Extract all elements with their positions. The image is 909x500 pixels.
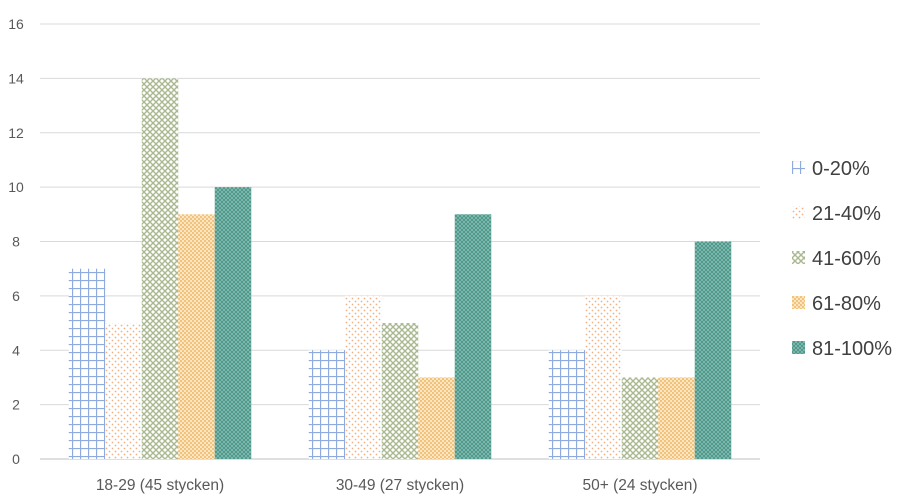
- y-tick-label: 14: [8, 70, 24, 86]
- legend-item: 81-100%: [792, 338, 892, 360]
- bar: [308, 350, 346, 459]
- bar: [178, 214, 215, 459]
- y-tick-label: 16: [8, 16, 24, 32]
- legend-item: 0-20%: [792, 158, 870, 180]
- y-tick-label: 4: [12, 342, 20, 358]
- y-tick-label: 10: [8, 179, 24, 195]
- legend-swatch: [792, 251, 805, 264]
- legend-swatch: [792, 161, 805, 174]
- y-tick-label: 8: [12, 234, 20, 250]
- bar: [345, 295, 382, 459]
- bar: [418, 377, 455, 459]
- legend-label: 21-40%: [812, 203, 881, 225]
- bar: [381, 323, 419, 459]
- legend-item: 21-40%: [792, 203, 881, 225]
- legend-swatch: [792, 341, 805, 354]
- legend-label: 81-100%: [812, 338, 892, 360]
- legend-label: 41-60%: [812, 248, 881, 270]
- bar: [454, 214, 492, 459]
- legend-item: 41-60%: [792, 248, 881, 270]
- y-tick-label: 2: [12, 397, 20, 413]
- legend-label: 61-80%: [812, 293, 881, 315]
- bar: [68, 268, 106, 459]
- bar: [621, 377, 659, 459]
- y-tick-label: 12: [8, 125, 24, 141]
- legend-swatch: [792, 296, 805, 309]
- bar: [548, 350, 586, 459]
- x-tick-label: 50+ (24 stycken): [582, 477, 697, 494]
- x-tick-label: 30-49 (27 stycken): [336, 477, 464, 494]
- x-axis-tick-labels: 18-29 (45 stycken) 30-49 (27 stycken) 50+ …: [96, 477, 698, 494]
- legend-item: 61-80%: [792, 293, 881, 315]
- y-axis-tick-labels: 0 2 4 6 8 10 12 14 16: [8, 16, 24, 467]
- bar: [658, 377, 695, 459]
- y-tick-label: 6: [12, 288, 20, 304]
- bar: [585, 295, 622, 459]
- bar: [214, 187, 252, 459]
- bar: [105, 323, 142, 459]
- bar: [141, 78, 179, 459]
- y-tick-label: 0: [12, 451, 20, 467]
- x-tick-label: 18-29 (45 stycken): [96, 477, 224, 494]
- legend: 0-20% 21-40% 41-60% 61-80% 81-100%: [792, 158, 892, 360]
- legend-swatch: [792, 206, 805, 219]
- bar: [694, 241, 732, 459]
- legend-label: 0-20%: [812, 158, 870, 180]
- bars: [68, 78, 732, 459]
